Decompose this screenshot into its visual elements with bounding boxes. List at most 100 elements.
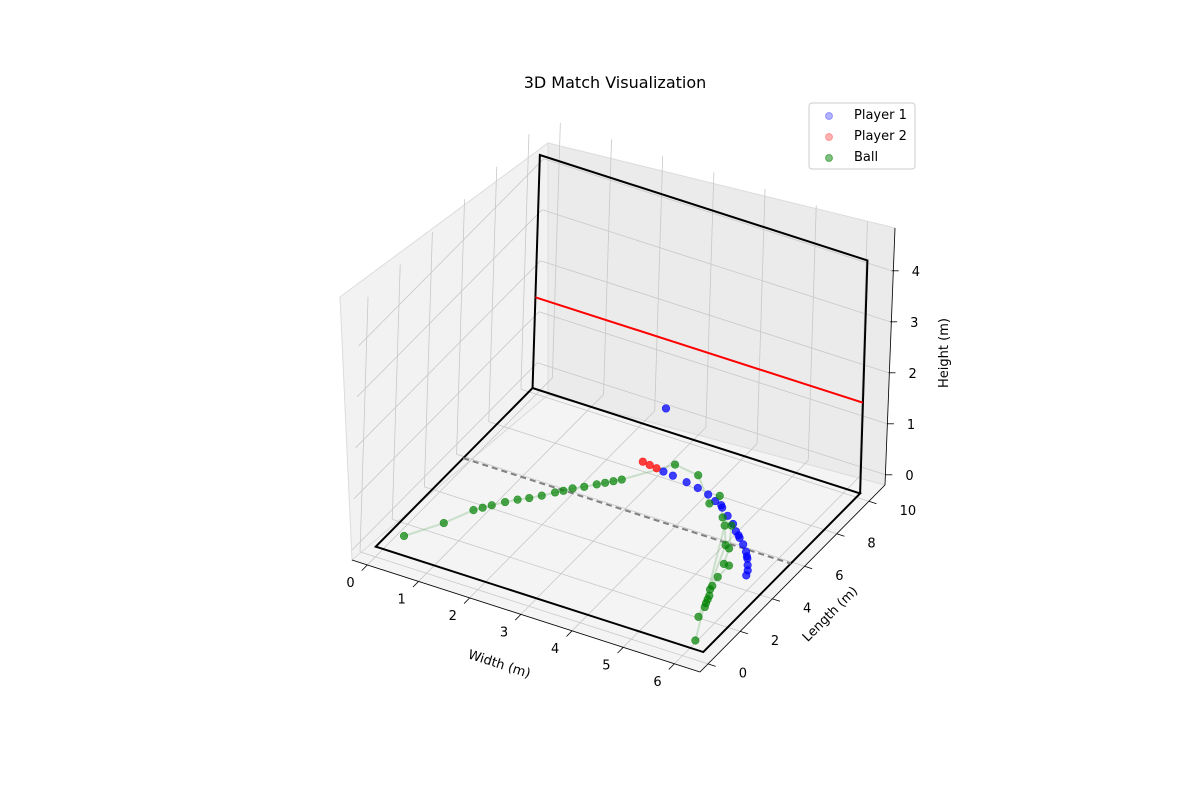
- axis-ticks: 0 1 2 3 4 5 6 0 2 4 6 8 10 0 1 2 3 4: [346, 265, 920, 690]
- point-ball: [694, 471, 703, 480]
- back-grid-z: [540, 260, 889, 374]
- point-ball: [694, 612, 703, 621]
- point-player-1: [742, 571, 751, 580]
- z-tick-label: 4: [912, 265, 920, 280]
- z-tick-label: 0: [905, 469, 913, 484]
- point-player-1: [682, 478, 691, 487]
- legend: Player 1 Player 2 Ball: [808, 102, 916, 170]
- point-ball: [609, 477, 618, 486]
- point-player-1: [668, 471, 677, 480]
- point-ball: [718, 513, 727, 522]
- x-tick: [566, 630, 573, 637]
- x-tick: [412, 581, 419, 588]
- back-grid-z: [537, 362, 886, 476]
- point-ball: [513, 495, 522, 504]
- point-ball: [399, 531, 409, 541]
- floor-grid-x: [571, 443, 758, 632]
- left-grid-y: [520, 134, 530, 390]
- left-grid-z: [353, 311, 540, 500]
- x-tick-label: 2: [449, 609, 457, 624]
- back-grid-z: [541, 209, 891, 323]
- point-ball: [525, 493, 534, 503]
- y-tick: [707, 663, 716, 667]
- floor-grid-y: [359, 551, 709, 665]
- point-player-1: [734, 531, 743, 540]
- y-tick-label: 10: [900, 504, 917, 519]
- back-grid-x: [705, 172, 715, 428]
- back-grid-x: [756, 188, 766, 444]
- point-ball: [439, 518, 448, 528]
- point-ball: [705, 499, 714, 508]
- tin-line: [535, 296, 864, 404]
- legend-marker-player-1: [825, 112, 833, 120]
- point-ball: [670, 460, 680, 469]
- floor-grid-x: [520, 427, 707, 615]
- point-player-1: [742, 552, 752, 561]
- y-tick: [804, 565, 813, 570]
- legend-marker-ball: [825, 154, 833, 162]
- point-ball: [559, 486, 568, 495]
- y-tick-label: 2: [771, 634, 779, 649]
- x-tick: [514, 614, 522, 621]
- x-tick: [361, 564, 368, 571]
- legend-frame: [808, 102, 916, 170]
- z-axis-label: Height (m): [937, 318, 952, 388]
- point-ball: [600, 478, 610, 487]
- point-ball: [537, 491, 546, 500]
- legend-label-ball: Ball: [854, 150, 878, 165]
- left-grid-y: [423, 231, 433, 487]
- point-player-2: [638, 457, 647, 466]
- left-grid-z: [355, 260, 541, 449]
- point-ball: [715, 491, 724, 500]
- data-points: [399, 404, 752, 645]
- point-ball: [724, 561, 734, 570]
- point-ball: [469, 506, 478, 515]
- point-ball: [691, 636, 700, 645]
- point-ball: [478, 503, 487, 512]
- point-player-2: [652, 464, 661, 473]
- z-tick-label: 3: [910, 316, 918, 331]
- point-ball: [700, 602, 709, 612]
- z-tick-label: 2: [909, 367, 917, 382]
- point-player-1: [739, 540, 748, 549]
- x-tick-label: 3: [500, 625, 508, 640]
- grid-lines: [352, 122, 892, 665]
- back-grid-x: [551, 122, 561, 378]
- x-tick-label: 6: [653, 675, 661, 690]
- floor-grid-y: [520, 388, 870, 502]
- point-player-1: [717, 501, 726, 510]
- point-player-1: [659, 467, 668, 476]
- left-grid-z: [356, 209, 543, 398]
- back-grid-z: [543, 158, 892, 272]
- legend-marker-player-2: [825, 133, 833, 141]
- point-ball: [550, 488, 560, 497]
- x-axis-line: [351, 559, 701, 673]
- y-tick-label: 6: [835, 569, 843, 584]
- x-tick-label: 5: [602, 658, 610, 673]
- point-ball: [720, 521, 729, 530]
- legend-label-player-2: Player 2: [854, 129, 907, 144]
- x-tick: [463, 597, 470, 604]
- y-axis-line: [699, 484, 886, 673]
- x-tick: [668, 663, 675, 670]
- back-grid-x: [859, 221, 868, 477]
- floor-grid-x: [622, 460, 809, 648]
- point-ball: [713, 572, 722, 582]
- point-ball: [487, 501, 496, 510]
- court-lines: [373, 153, 869, 654]
- point-player-2: [645, 460, 654, 470]
- back-grid-x: [603, 139, 612, 395]
- floor-grid-x: [367, 377, 553, 566]
- legend-label-player-1: Player 1: [854, 108, 907, 123]
- point-ball: [617, 475, 626, 484]
- floor-grid-y: [488, 421, 837, 535]
- front-wall-outline: [531, 153, 869, 494]
- y-tick-label: 4: [803, 601, 811, 616]
- floor-grid-x: [469, 410, 655, 599]
- y-tick: [868, 500, 877, 505]
- point-ball: [592, 480, 601, 489]
- x-tick: [617, 647, 624, 654]
- back-grid-z: [538, 311, 888, 425]
- point-player-1: [693, 483, 702, 493]
